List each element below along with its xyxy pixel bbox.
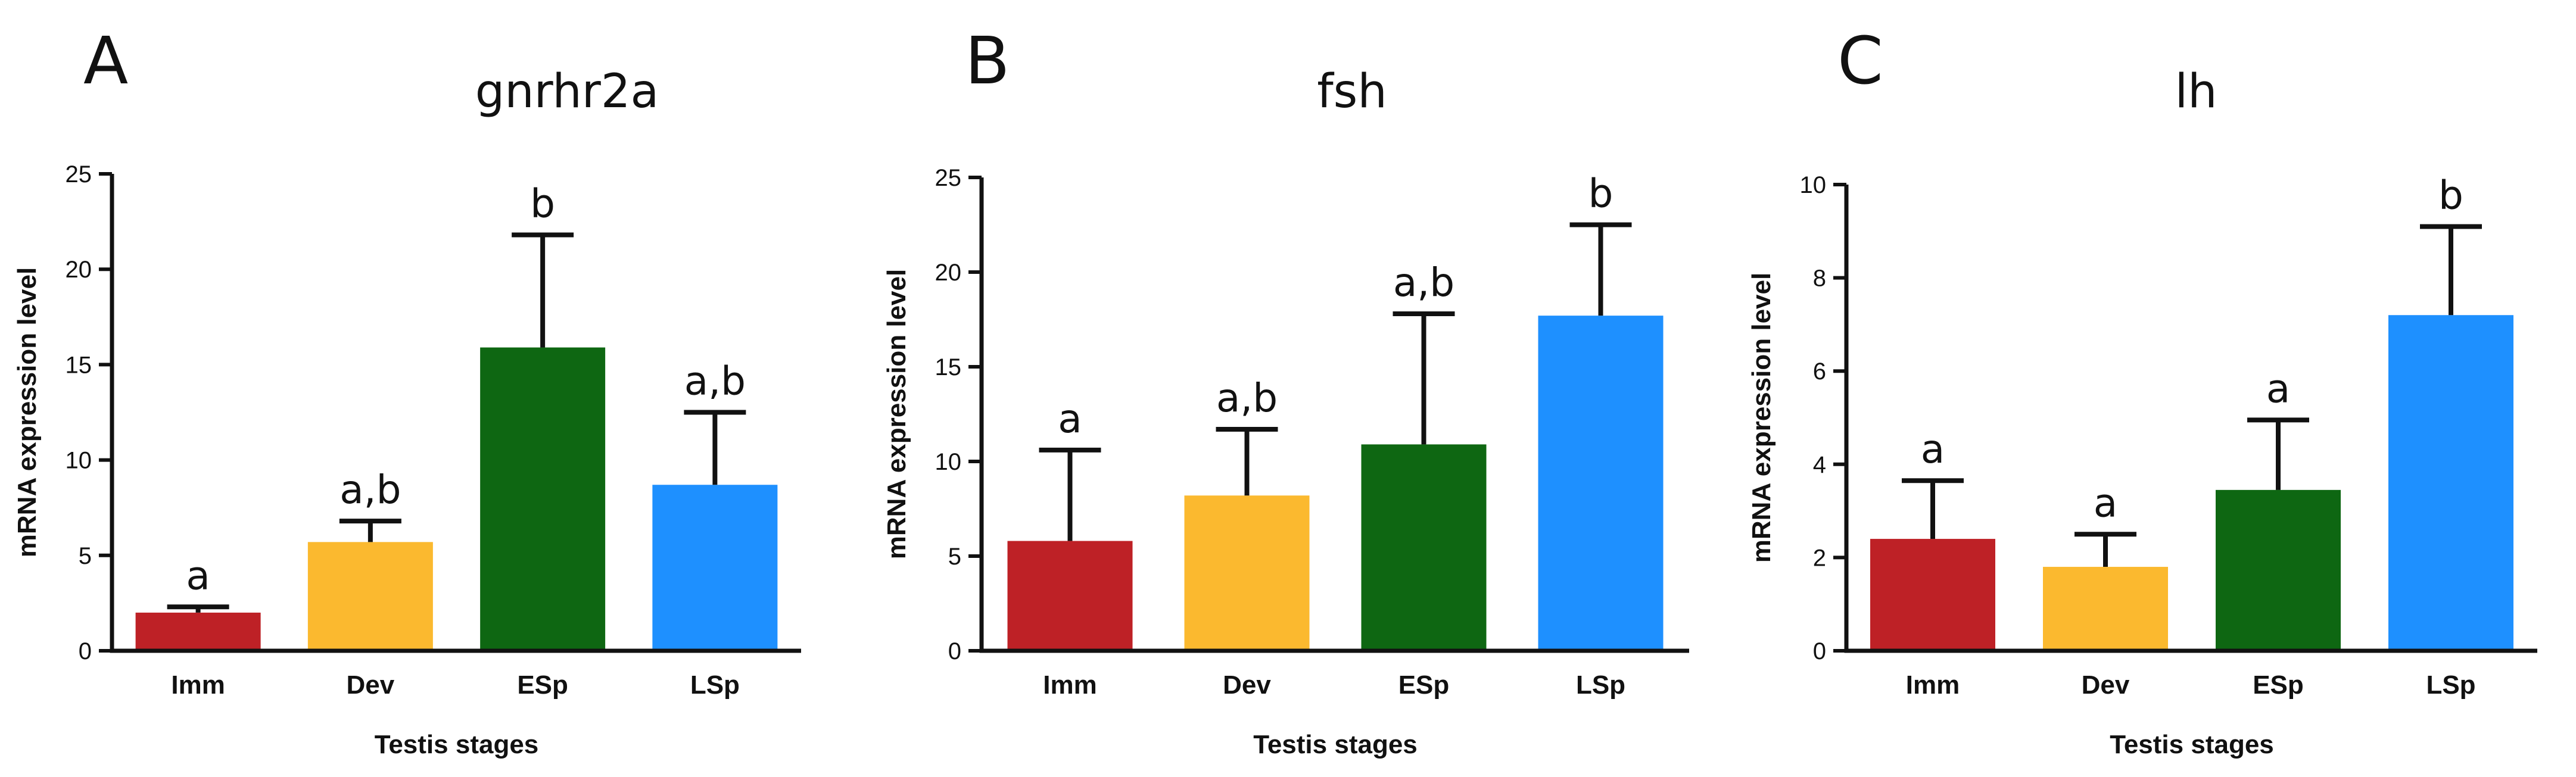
error-bar-imm: [167, 604, 229, 613]
y-tick-label: 10: [1800, 172, 1827, 198]
significance-label: a: [1921, 426, 1945, 472]
panel-letter: A: [83, 23, 128, 99]
x-tick-label: LSp: [690, 670, 740, 700]
error-bar-dev: [2074, 532, 2136, 567]
bar-lsp: [652, 485, 778, 651]
error-bar-lsp: [684, 410, 746, 485]
significance-label: a: [1058, 396, 1082, 442]
x-tick-label: LSp: [1576, 670, 1625, 700]
x-tick-label: Imm: [171, 670, 225, 700]
chart-title: fsh: [1317, 65, 1387, 118]
y-tick-label: 15: [935, 354, 962, 380]
y-tick-label: 5: [948, 544, 961, 570]
x-axis-title: Testis stages: [2110, 730, 2274, 759]
bar-esp: [2216, 489, 2341, 651]
bar-imm: [135, 612, 261, 651]
significance-label: a,b: [1216, 375, 1278, 421]
y-tick-label: 15: [66, 352, 92, 378]
y-tick-label: 4: [1813, 452, 1826, 478]
y-axis-title: mRNA expression level: [13, 267, 42, 557]
x-tick-label: ESp: [2253, 670, 2304, 700]
chart-title: gnrhr2a: [475, 65, 659, 118]
y-tick-label: 8: [1813, 266, 1826, 292]
bar-dev: [307, 542, 433, 651]
error-bar-lsp: [1569, 222, 1632, 316]
significance-label: b: [2438, 172, 2463, 218]
y-tick-label: 5: [79, 543, 92, 569]
error-bar-esp: [2247, 417, 2309, 490]
bar-lsp: [2388, 315, 2513, 651]
significance-label: a: [2266, 366, 2290, 411]
error-bar-esp: [1393, 311, 1455, 445]
x-tick-label: Dev: [1223, 670, 1271, 700]
bar-esp: [480, 347, 606, 651]
y-axis-title: mRNA expression level: [1747, 273, 1776, 563]
y-tick-label: 25: [935, 165, 962, 191]
y-tick-label: 6: [1813, 358, 1826, 385]
panel-letter: C: [1837, 23, 1883, 99]
y-axis-title: mRNA expression level: [882, 269, 911, 559]
panel-letter: B: [965, 23, 1010, 99]
error-bar-lsp: [2420, 224, 2482, 316]
bar-lsp: [1538, 316, 1664, 651]
significance-label: b: [1588, 171, 1613, 217]
bar-esp: [1361, 444, 1487, 651]
y-tick-label: 10: [935, 449, 962, 475]
x-tick-label: Dev: [2082, 670, 2130, 700]
x-tick-label: ESp: [517, 670, 568, 700]
y-tick-label: 10: [66, 448, 92, 474]
x-axis-title: Testis stages: [1253, 730, 1418, 759]
error-bar-esp: [512, 232, 574, 348]
x-tick-label: Dev: [347, 670, 395, 700]
y-tick-label: 20: [66, 257, 92, 283]
significance-label: b: [530, 181, 555, 227]
error-bar-dev: [1216, 426, 1278, 496]
x-axis-title: Testis stages: [375, 730, 539, 759]
bar-imm: [1870, 539, 1995, 651]
x-tick-label: Imm: [1906, 670, 1960, 700]
bar-dev: [2043, 567, 2168, 651]
chart-title: lh: [2175, 65, 2217, 118]
y-tick-label: 0: [948, 638, 961, 664]
error-bar-imm: [1039, 447, 1101, 541]
y-tick-label: 20: [935, 260, 962, 286]
error-bar-imm: [1902, 478, 1964, 539]
y-tick-label: 0: [1813, 638, 1826, 664]
significance-label: a: [186, 553, 210, 598]
x-tick-label: ESp: [1398, 670, 1450, 700]
y-tick-label: 0: [79, 638, 92, 664]
significance-label: a: [2094, 480, 2117, 526]
x-tick-label: Imm: [1043, 670, 1097, 700]
x-tick-label: LSp: [2426, 670, 2475, 700]
y-tick-label: 25: [66, 161, 92, 188]
y-tick-label: 2: [1813, 545, 1826, 571]
significance-label: a,b: [684, 358, 746, 404]
bar-dev: [1184, 495, 1310, 651]
significance-label: a,b: [1393, 260, 1454, 305]
bar-imm: [1007, 541, 1133, 651]
error-bar-dev: [339, 519, 401, 542]
significance-label: a,b: [339, 467, 401, 513]
